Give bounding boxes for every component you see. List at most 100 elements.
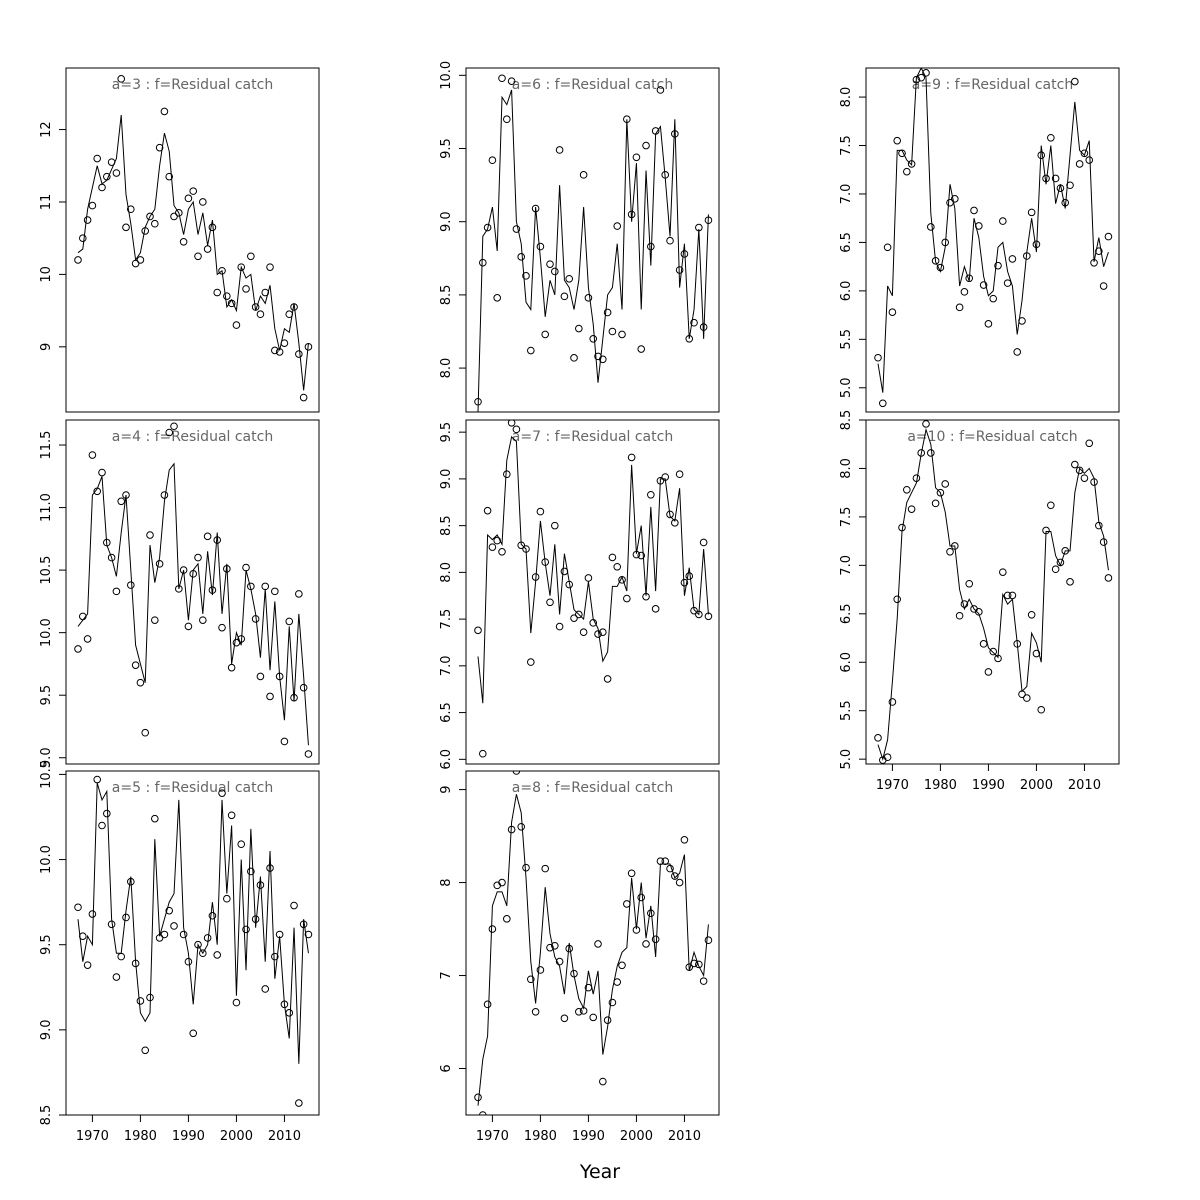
data-point <box>271 952 279 961</box>
y-tick-label: 9 <box>439 785 454 793</box>
y-tick-label: 6.0 <box>839 652 854 673</box>
data-point <box>671 872 679 880</box>
data-point <box>1085 156 1094 164</box>
data-point <box>74 645 82 653</box>
data-point <box>661 857 670 865</box>
data-point <box>579 628 588 637</box>
panel-frame <box>65 67 320 413</box>
x-tick-label: 1990 <box>172 1129 205 1144</box>
data-point <box>112 169 121 177</box>
data-point <box>695 960 703 969</box>
data-point <box>474 1093 482 1102</box>
data-point <box>203 245 212 253</box>
panel-3: a=5 : f=Residual catch 8.5 9.0 9.5 10.0 10.5 1… <box>39 760 320 1144</box>
data-point <box>127 205 135 214</box>
data-point <box>83 216 92 224</box>
data-point <box>551 267 559 276</box>
data-point <box>213 288 222 297</box>
y-tick-label: 12 <box>39 121 54 138</box>
data-point <box>1071 77 1079 86</box>
data-point <box>131 661 140 669</box>
data-point <box>189 1029 198 1038</box>
data-point <box>1003 591 1012 600</box>
y-tick-label: 6.5 <box>439 702 454 723</box>
data-point <box>218 789 226 797</box>
y-tick-label: 9.0 <box>39 747 54 768</box>
panel-4: a=6 : f=Residual catch 8.0 8.5 9.0 9.5 10.0 <box>439 61 720 413</box>
data-point <box>623 594 631 603</box>
data-point <box>117 952 126 961</box>
x-tick-label: 1980 <box>924 778 957 793</box>
data-point <box>1027 610 1036 619</box>
data-point <box>304 930 313 939</box>
y-tick-label: 6.0 <box>839 281 854 302</box>
data-point <box>546 260 554 268</box>
y-tick-label: 7.5 <box>439 609 454 630</box>
y-tick-label: 6.5 <box>839 603 854 624</box>
data-point <box>199 949 207 958</box>
data-point <box>98 183 106 192</box>
panel-title: a=4 : f=Residual catch <box>112 429 273 445</box>
data-point <box>488 156 497 165</box>
y-tick-label: 8.0 <box>839 458 854 479</box>
data-point <box>503 915 511 923</box>
data-point <box>1095 247 1103 255</box>
y-tick-label: 6 <box>439 1064 454 1072</box>
data-point <box>175 209 183 217</box>
y-tick-label: 9.5 <box>439 422 454 443</box>
data-point <box>1099 282 1108 290</box>
y-tick-label: 9 <box>39 343 54 351</box>
data-point <box>979 640 988 648</box>
data-point <box>570 354 578 362</box>
data-point <box>299 393 308 402</box>
data-point <box>536 966 545 974</box>
data-point <box>883 753 892 762</box>
x-tick-label: 1990 <box>572 1129 605 1144</box>
data-point <box>479 749 487 758</box>
data-point <box>960 288 969 296</box>
data-point <box>295 350 303 358</box>
y-tick-label: 9.5 <box>39 685 54 706</box>
data-point <box>160 930 169 939</box>
data-point <box>999 217 1007 225</box>
data-point <box>242 563 250 572</box>
panel-frame <box>465 770 720 1116</box>
data-point <box>127 581 135 589</box>
y-tick-label: 8.5 <box>39 1105 54 1126</box>
x-tick-label: 2010 <box>668 1129 701 1144</box>
fitted-line <box>477 794 709 1106</box>
data-point <box>1013 348 1022 356</box>
data-point <box>136 256 145 264</box>
y-tick-label: 11.0 <box>39 493 54 522</box>
panel-title: a=5 : f=Residual catch <box>112 780 273 796</box>
data-point <box>160 107 169 116</box>
data-point <box>936 488 945 497</box>
data-point <box>232 998 241 1007</box>
data-point <box>1047 133 1055 142</box>
data-point <box>608 327 617 336</box>
data-point <box>151 219 159 228</box>
data-point <box>237 840 246 849</box>
data-point <box>560 292 569 301</box>
data-point <box>74 903 82 912</box>
y-tick-label: 10.0 <box>39 618 54 647</box>
data-point <box>507 77 516 85</box>
data-point <box>680 836 689 844</box>
data-point <box>527 658 535 666</box>
y-tick-label: 5.0 <box>839 377 854 398</box>
x-tick-label: 2000 <box>1020 778 1053 793</box>
data-point <box>242 285 250 293</box>
fitted-line <box>77 462 309 746</box>
data-point <box>536 507 545 516</box>
data-point <box>647 490 655 499</box>
data-point <box>922 420 930 428</box>
data-point <box>517 822 526 831</box>
data-point <box>146 531 154 539</box>
data-point <box>483 1000 492 1009</box>
data-point <box>155 143 164 152</box>
data-point <box>194 553 202 562</box>
data-point <box>603 308 612 317</box>
data-point <box>1080 149 1089 158</box>
data-point <box>112 587 121 596</box>
panel-frame <box>465 419 720 765</box>
